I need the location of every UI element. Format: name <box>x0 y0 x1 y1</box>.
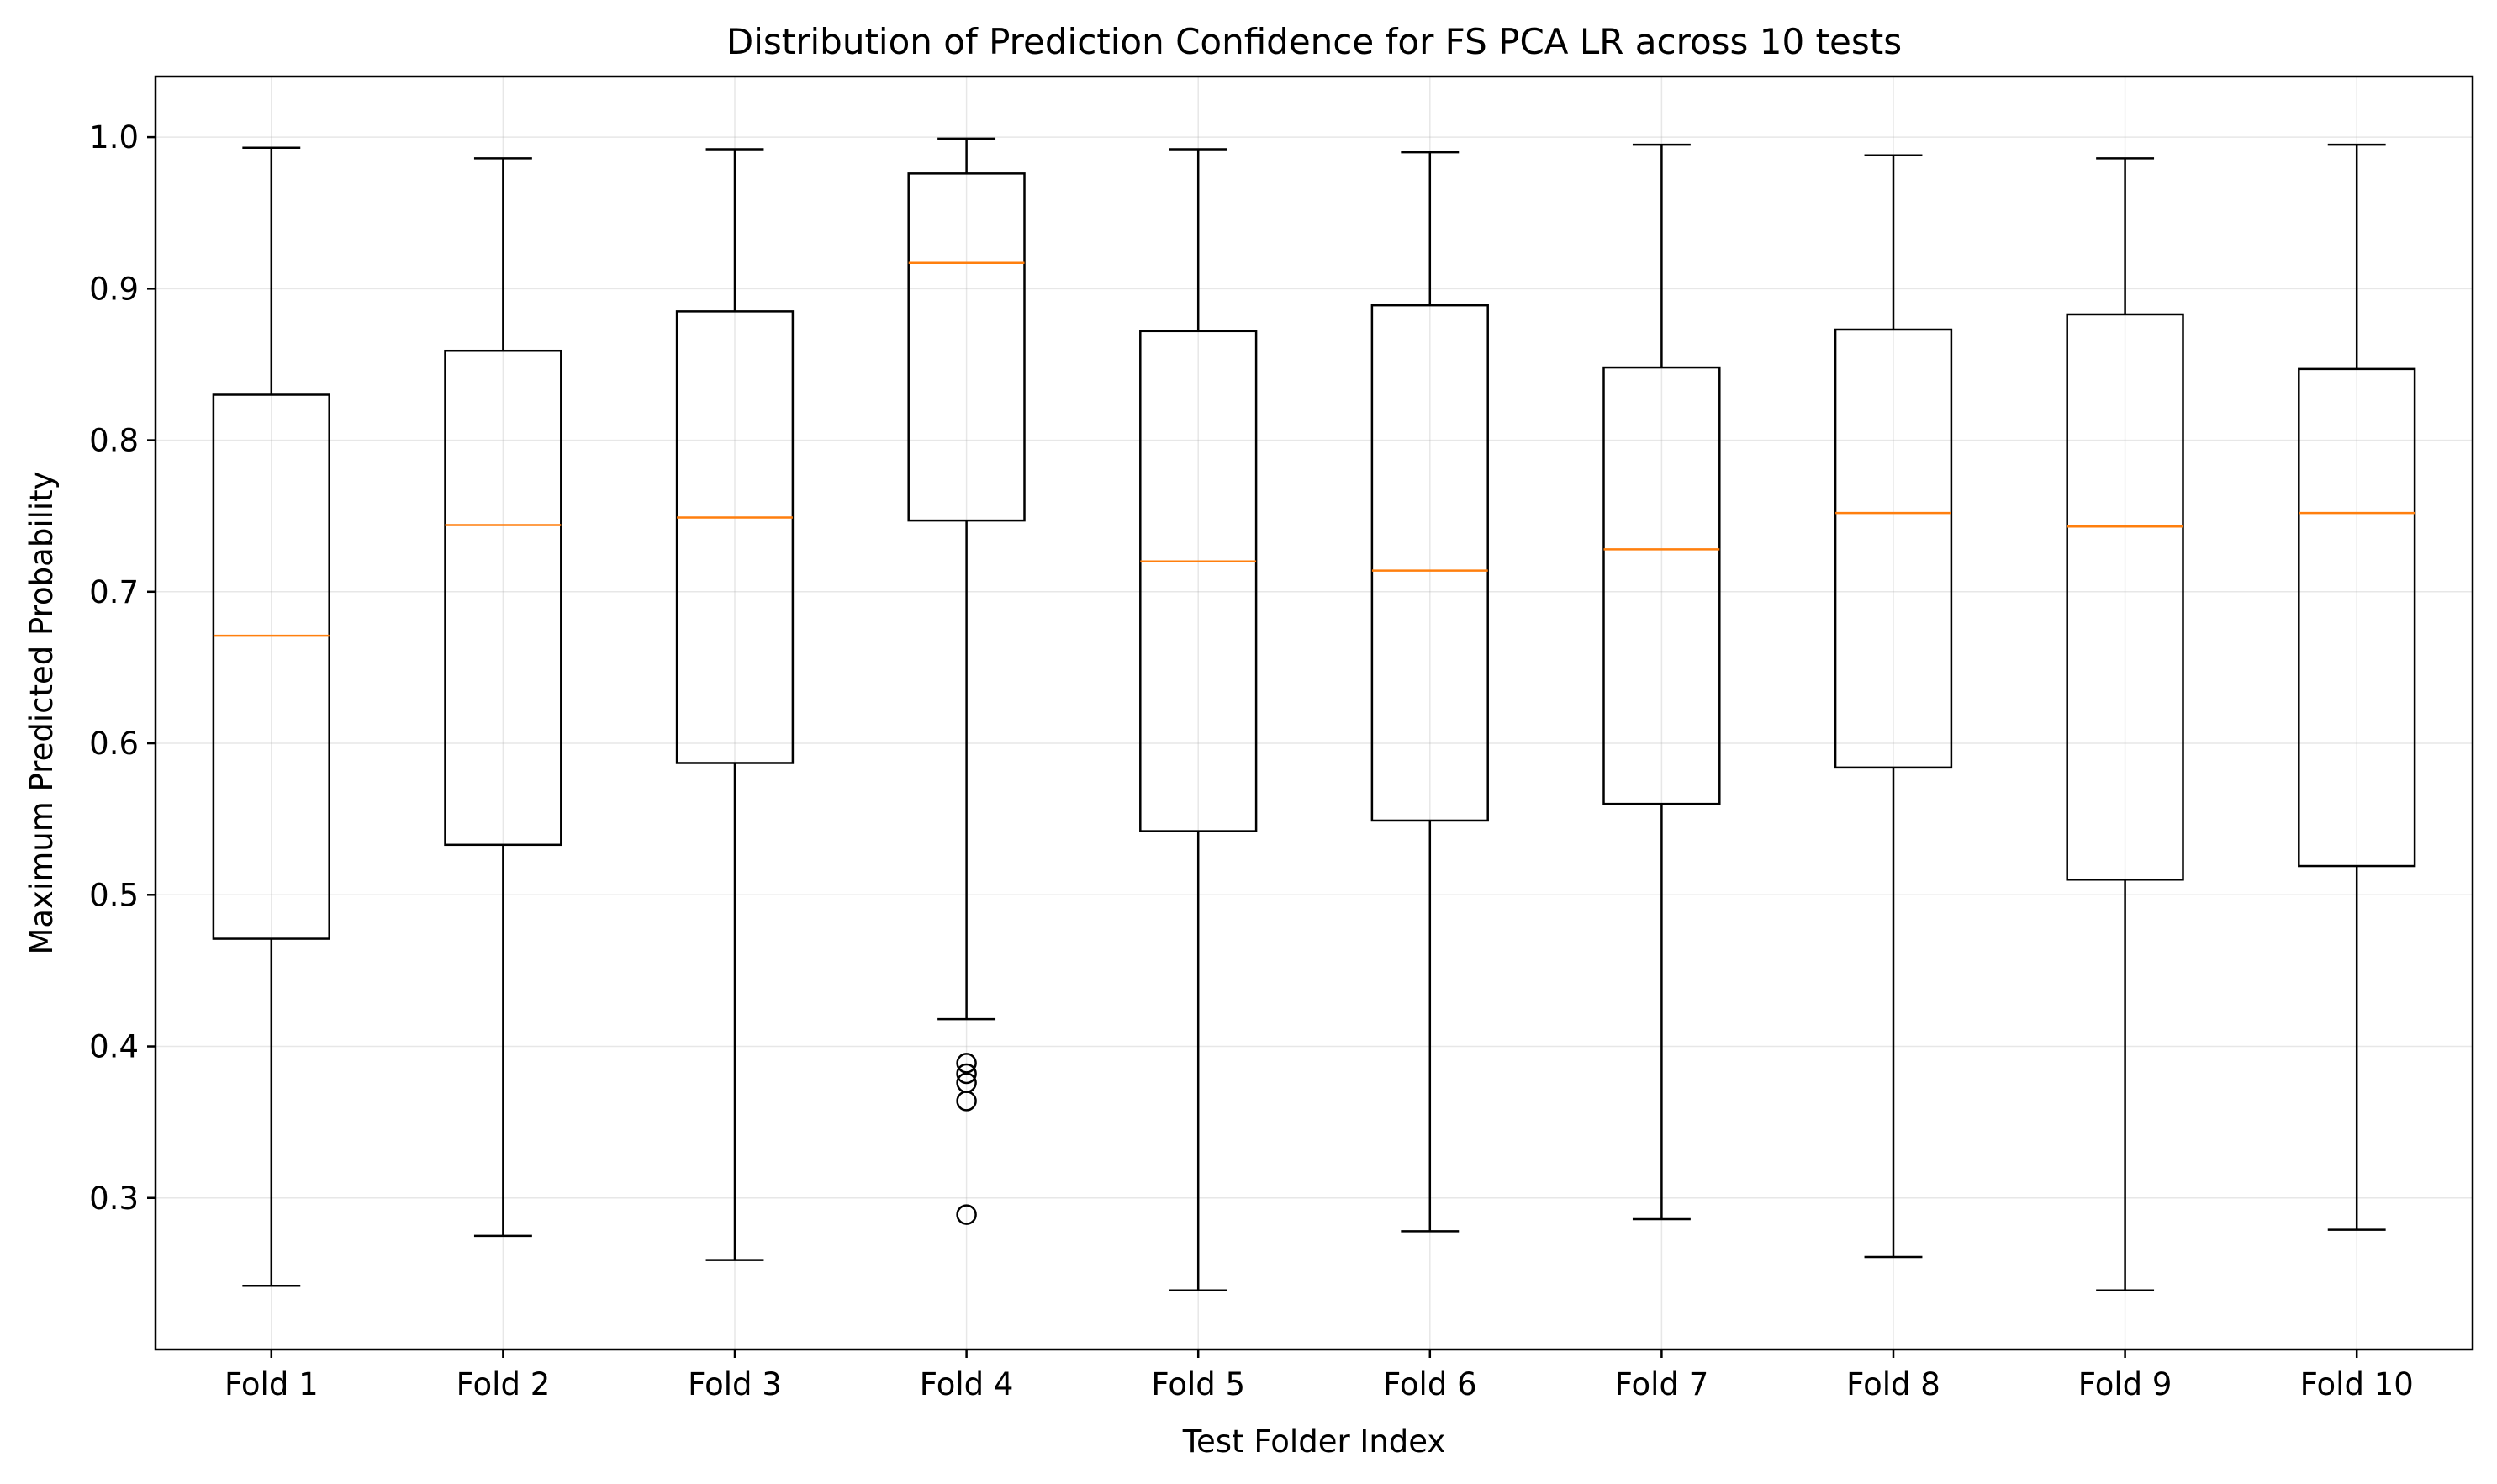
y-tick-label: 1.0 <box>89 119 139 156</box>
box-group <box>907 137 1026 1225</box>
x-tick-label: Fold 10 <box>2300 1366 2414 1402</box>
outlier-point <box>956 1204 977 1225</box>
x-tick-label: Fold 6 <box>1383 1366 1477 1402</box>
box-group <box>2066 157 2184 1291</box>
iqr-box <box>444 349 562 847</box>
box-group <box>212 146 330 1287</box>
box-group <box>444 157 562 1238</box>
y-tick-label: 0.9 <box>89 271 139 307</box>
iqr-box <box>1139 330 1258 832</box>
y-axis-label: Maximum Predicted Probability <box>24 471 60 954</box>
box-group <box>1139 148 1258 1291</box>
box-group <box>1834 154 1953 1259</box>
x-tick-label: Fold 7 <box>1615 1366 1709 1402</box>
x-tick-label: Fold 8 <box>1846 1366 1940 1402</box>
y-tick-label: 0.8 <box>89 423 139 459</box>
x-axis-label: Test Folder Index <box>1182 1423 1446 1460</box>
outlier-point <box>956 1063 977 1085</box>
y-axis-ticks: 0.3 0.4 0.5 0.6 0.7 0.8 0.9 1.0 <box>89 119 156 1217</box>
y-tick-label: 0.7 <box>89 574 139 610</box>
iqr-box <box>1602 366 1721 805</box>
outlier-point <box>956 1053 977 1074</box>
iqr-box <box>1834 328 1953 769</box>
outlier-point <box>956 1091 977 1112</box>
boxes <box>212 137 2416 1291</box>
iqr-box <box>675 310 794 764</box>
x-tick-label: Fold 2 <box>457 1366 551 1402</box>
x-tick-label: Fold 1 <box>224 1366 319 1402</box>
iqr-box <box>212 393 330 940</box>
box-group <box>2298 143 2416 1231</box>
x-axis-ticks: Fold 1 Fold 2 Fold 3 Fold 4 Fold 5 Fold 6 Fold… <box>224 1349 2414 1402</box>
x-tick-label: Fold 4 <box>920 1366 1014 1402</box>
y-tick-label: 0.6 <box>89 726 139 762</box>
iqr-box <box>2298 367 2416 868</box>
iqr-box <box>907 172 1026 522</box>
x-tick-label: Fold 5 <box>1151 1366 1245 1402</box>
box-group <box>1370 151 1489 1233</box>
y-tick-label: 0.4 <box>89 1029 139 1065</box>
y-tick-label: 0.3 <box>89 1180 139 1217</box>
box-group <box>1602 143 1721 1221</box>
x-tick-label: Fold 9 <box>2078 1366 2172 1402</box>
plot-frame <box>154 75 2474 1351</box>
iqr-box <box>2066 313 2184 881</box>
y-tick-label: 0.5 <box>89 877 139 913</box>
iqr-box <box>1370 304 1489 822</box>
chart-title: Distribution of Prediction Confidence fo… <box>726 21 1902 62</box>
box-group <box>675 148 794 1261</box>
x-tick-label: Fold 3 <box>688 1366 782 1402</box>
